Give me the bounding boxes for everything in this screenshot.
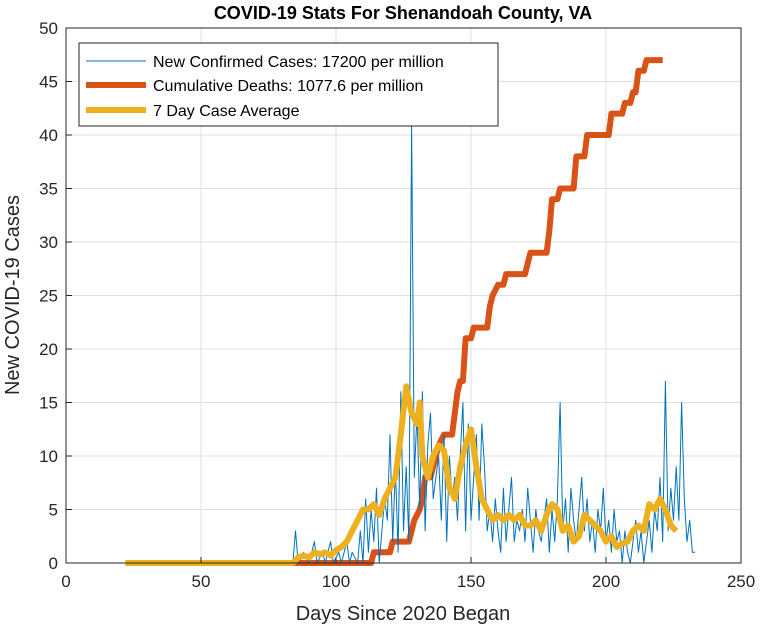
y-tick-label: 20 bbox=[39, 340, 58, 359]
x-tick-label: 100 bbox=[322, 572, 350, 591]
y-tick-label: 50 bbox=[39, 19, 58, 38]
chart-title: COVID-19 Stats For Shenandoah County, VA bbox=[214, 3, 592, 23]
x-tick-label: 50 bbox=[192, 572, 211, 591]
legend-label-7-day-average: 7 Day Case Average bbox=[153, 103, 300, 120]
y-tick-label: 10 bbox=[39, 447, 58, 466]
y-tick-label: 35 bbox=[39, 180, 58, 199]
seven-day-average-line bbox=[125, 383, 679, 566]
x-tick-label: 150 bbox=[457, 572, 485, 591]
y-tick-label: 25 bbox=[39, 287, 58, 306]
legend-box bbox=[78, 42, 499, 127]
legend-label-cumulative-deaths: Cumulative Deaths: 1077.6 per million bbox=[153, 78, 423, 95]
legend: New Confirmed Cases: 17200 per million C… bbox=[78, 42, 499, 127]
y-tick-label: 0 bbox=[49, 554, 58, 573]
x-axis-label: Days Since 2020 Began bbox=[296, 603, 511, 625]
y-tick-label: 45 bbox=[39, 73, 58, 92]
legend-label-new-cases: New Confirmed Cases: 17200 per million bbox=[153, 54, 444, 71]
cumulative-deaths-line bbox=[125, 57, 663, 566]
x-tick-label: 200 bbox=[592, 572, 620, 591]
y-tick-label: 15 bbox=[39, 394, 58, 413]
x-tick-label: 0 bbox=[61, 572, 70, 591]
x-tick-label: 250 bbox=[727, 572, 755, 591]
y-tick-label: 40 bbox=[39, 126, 58, 145]
series-layer bbox=[125, 57, 696, 566]
tick-layer: 0 50 100 150 200 250 0 5 10 15 20 25 30 35 40 45 50 bbox=[39, 19, 755, 591]
y-tick-label: 5 bbox=[49, 501, 58, 520]
y-axis-label: New COVID-19 Cases bbox=[2, 195, 24, 395]
y-tick-label: 30 bbox=[39, 233, 58, 252]
